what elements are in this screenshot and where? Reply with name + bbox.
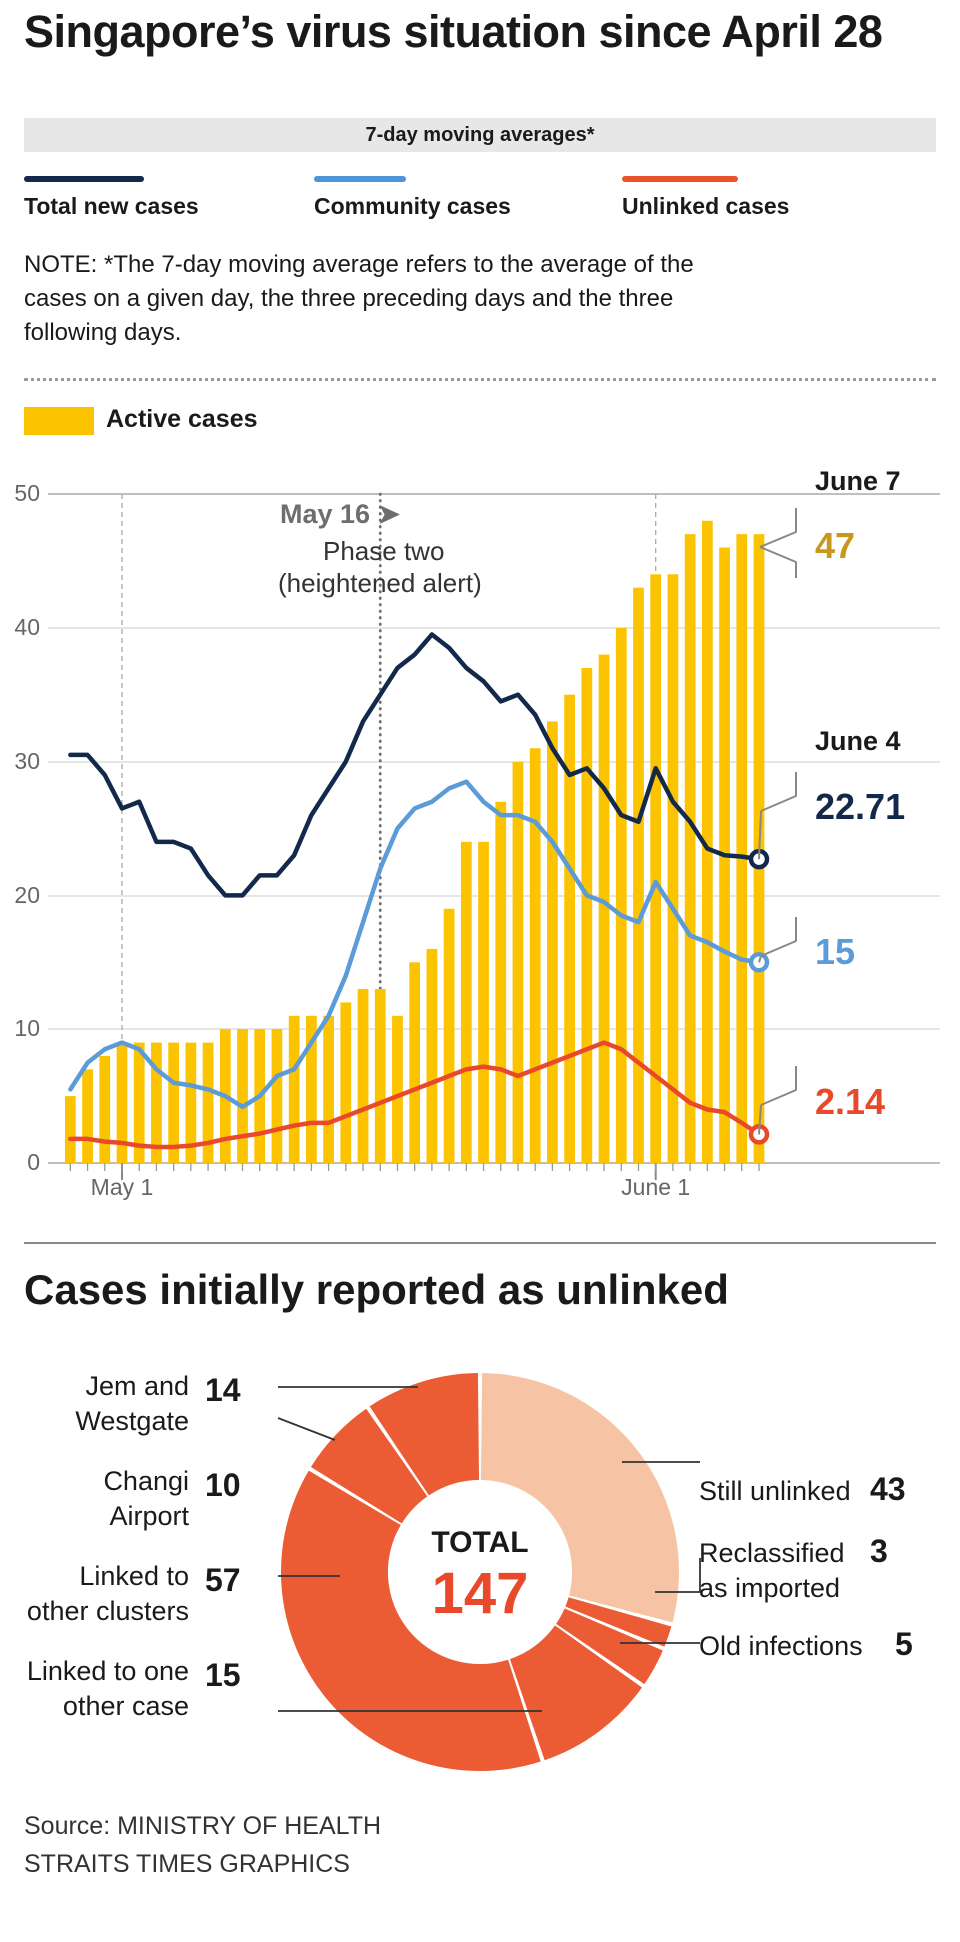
svg-text:Westgate: Westgate: [75, 1406, 189, 1436]
svg-text:15: 15: [205, 1657, 241, 1693]
svg-text:TOTAL: TOTAL: [431, 1526, 528, 1559]
svg-text:Jem and: Jem and: [85, 1371, 189, 1401]
svg-text:3: 3: [870, 1533, 888, 1569]
svg-text:Linked to one: Linked to one: [27, 1656, 189, 1686]
svg-text:43: 43: [870, 1471, 906, 1507]
svg-text:other case: other case: [63, 1691, 189, 1721]
svg-text:147: 147: [432, 1561, 529, 1626]
svg-text:Changi: Changi: [103, 1466, 189, 1496]
svg-text:as imported: as imported: [699, 1573, 840, 1603]
svg-text:other clusters: other clusters: [27, 1596, 189, 1626]
svg-text:Airport: Airport: [109, 1501, 189, 1531]
svg-text:Still unlinked: Still unlinked: [699, 1476, 851, 1506]
svg-text:5: 5: [895, 1626, 913, 1662]
svg-text:10: 10: [205, 1467, 241, 1503]
svg-text:Old infections: Old infections: [699, 1631, 863, 1661]
svg-text:Linked to: Linked to: [79, 1561, 189, 1591]
svg-text:14: 14: [205, 1372, 241, 1408]
svg-text:57: 57: [205, 1562, 241, 1598]
svg-text:Reclassified: Reclassified: [699, 1538, 845, 1568]
